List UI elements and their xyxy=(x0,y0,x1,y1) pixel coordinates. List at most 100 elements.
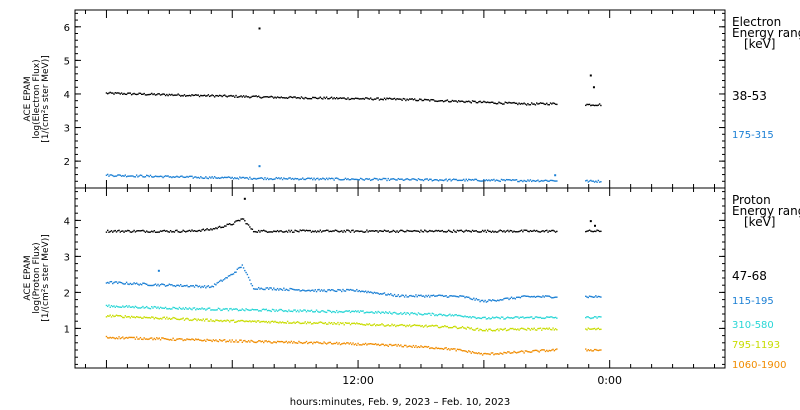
data-point xyxy=(231,95,233,97)
data-point xyxy=(161,283,163,285)
data-point xyxy=(517,316,519,318)
data-point xyxy=(520,327,523,329)
data-point xyxy=(474,299,476,301)
data-point xyxy=(386,97,388,99)
data-point xyxy=(239,95,241,98)
data-point xyxy=(587,103,589,106)
data-point xyxy=(422,313,425,316)
data-point xyxy=(332,289,334,291)
data-point xyxy=(266,177,269,179)
data-point xyxy=(113,281,115,284)
data-point xyxy=(226,176,228,179)
data-point xyxy=(324,230,327,232)
data-point xyxy=(361,98,363,100)
data-point xyxy=(357,290,359,293)
data-point xyxy=(323,341,325,343)
data-point xyxy=(449,295,451,297)
data-point xyxy=(484,229,486,232)
data-point xyxy=(390,97,392,100)
data-point xyxy=(468,296,470,299)
data-point xyxy=(307,177,309,179)
data-point xyxy=(585,230,587,233)
data-point xyxy=(295,342,298,344)
data-point xyxy=(469,178,471,181)
data-point xyxy=(509,102,511,104)
data-point xyxy=(411,325,413,327)
data-point xyxy=(479,353,481,355)
data-point xyxy=(276,310,279,312)
y-tick-label: 4 xyxy=(64,90,70,101)
data-point xyxy=(172,337,174,339)
data-point xyxy=(280,340,283,343)
data-point xyxy=(470,317,472,319)
data-point xyxy=(514,316,517,318)
data-point xyxy=(245,95,247,97)
data-point xyxy=(368,311,371,314)
data-point xyxy=(229,95,231,97)
data-point xyxy=(489,101,491,104)
data-point xyxy=(127,229,129,232)
data-point xyxy=(451,314,454,316)
data-point xyxy=(595,295,597,297)
data-point xyxy=(445,231,447,233)
data-point xyxy=(341,322,343,325)
data-point xyxy=(177,308,179,310)
data-point xyxy=(437,347,440,349)
data-point xyxy=(439,230,441,233)
data-point xyxy=(518,180,520,183)
data-point xyxy=(596,104,598,107)
data-point xyxy=(455,231,457,233)
data-point xyxy=(208,286,211,289)
data-point xyxy=(410,98,412,100)
data-point xyxy=(183,285,186,287)
data-point xyxy=(381,343,383,345)
data-point xyxy=(196,94,198,96)
data-point xyxy=(347,322,349,324)
data-point xyxy=(120,337,123,339)
data-point xyxy=(169,318,172,320)
data-point xyxy=(205,340,207,343)
data-point xyxy=(198,319,201,321)
data-point xyxy=(256,288,259,290)
data-point xyxy=(494,330,496,332)
data-point xyxy=(530,102,533,104)
data-point xyxy=(444,325,446,327)
data-point xyxy=(548,180,550,182)
data-point xyxy=(115,175,118,177)
legend-entry-795-1193: 795-1193 xyxy=(732,340,780,351)
data-point xyxy=(115,337,118,339)
data-point xyxy=(208,320,211,322)
data-point xyxy=(156,231,158,233)
data-point xyxy=(156,93,158,96)
data-point xyxy=(478,180,480,182)
data-point xyxy=(312,289,314,291)
data-point xyxy=(149,317,152,319)
data-point xyxy=(241,96,244,98)
data-point xyxy=(525,350,528,352)
data-point xyxy=(416,324,418,327)
data-point xyxy=(294,229,296,232)
data-point xyxy=(444,100,446,102)
data-point xyxy=(407,345,410,348)
data-point xyxy=(344,310,347,312)
data-point xyxy=(440,294,442,297)
data-point xyxy=(498,180,500,182)
data-point xyxy=(216,177,218,179)
data-point xyxy=(392,229,394,232)
data-point xyxy=(246,223,249,225)
data-point xyxy=(112,305,114,308)
data-point xyxy=(445,178,447,180)
data-point xyxy=(510,296,513,298)
data-point xyxy=(216,309,218,311)
data-point xyxy=(473,329,475,331)
data-point xyxy=(338,97,340,100)
data-point xyxy=(469,297,471,300)
data-point xyxy=(304,290,306,292)
data-point xyxy=(439,100,441,102)
data-point xyxy=(546,295,548,297)
data-point xyxy=(486,353,489,355)
data-point xyxy=(288,96,290,99)
data-point xyxy=(439,326,441,329)
data-point xyxy=(391,178,393,180)
data-point xyxy=(178,318,181,321)
